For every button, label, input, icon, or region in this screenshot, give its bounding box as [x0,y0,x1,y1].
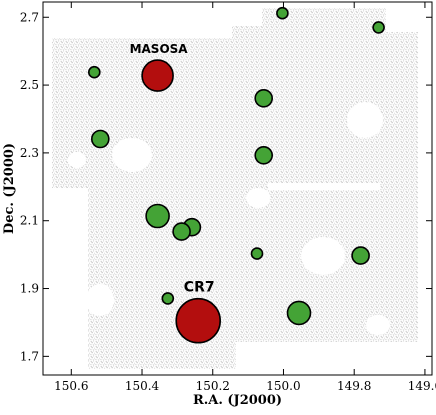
masked-region [347,102,383,138]
x-tick-label: 149.8 [337,379,371,393]
x-tick-label: 149.6 [408,379,436,393]
green-source-marker [254,89,274,108]
green-source-marker [88,65,101,79]
y-tick-label: 2.1 [20,214,39,228]
background-source-field [52,8,418,369]
source-label-masosa: MASOSA [130,42,189,56]
y-tick-label: 2.3 [20,146,39,160]
green-source-marker [161,292,175,305]
masked-region [246,188,270,208]
x-tick-label: 150.0 [266,379,300,393]
green-source-marker [254,146,274,165]
green-source-marker [91,129,110,149]
x-tick-label: 150.2 [196,379,230,393]
green-source-marker [145,203,170,229]
masked-region [366,315,390,335]
x-axis-title: R.A. (J2000) [193,393,282,408]
green-source-marker [351,246,370,265]
y-tick-label: 2.5 [20,78,39,92]
point-annotations: MASOSA CR7 [130,42,215,296]
x-tick-label: 150.4 [125,379,160,393]
masked-region [301,237,345,275]
masked-regions [68,102,390,335]
x-tick-label: 150.6 [54,379,88,393]
y-tick-label: 2.7 [20,10,39,24]
masked-region [268,183,380,190]
green-source-marker [286,300,312,326]
y-tick-label: 1.7 [20,349,39,363]
green-source-marker [250,247,264,260]
red-source-marker [141,59,174,92]
green-source-marker [372,21,385,34]
masked-region [86,284,114,316]
plot-frame [42,1,433,376]
survey-coverage-area [52,8,418,369]
y-axis-title: Dec. (J2000) [2,143,17,234]
axes: 150.6 150.4 150.2 150.0 149.8 149.6 1.7 1.9 2.1 2… [20,1,436,393]
y-tick-label: 1.9 [20,282,39,296]
red-source-marker [175,297,221,344]
data-points [88,6,385,344]
green-source-marker [172,222,191,241]
masked-region [68,152,86,168]
green-source-marker [276,6,289,20]
source-label-cr7: CR7 [184,280,215,296]
masked-region [112,138,152,172]
